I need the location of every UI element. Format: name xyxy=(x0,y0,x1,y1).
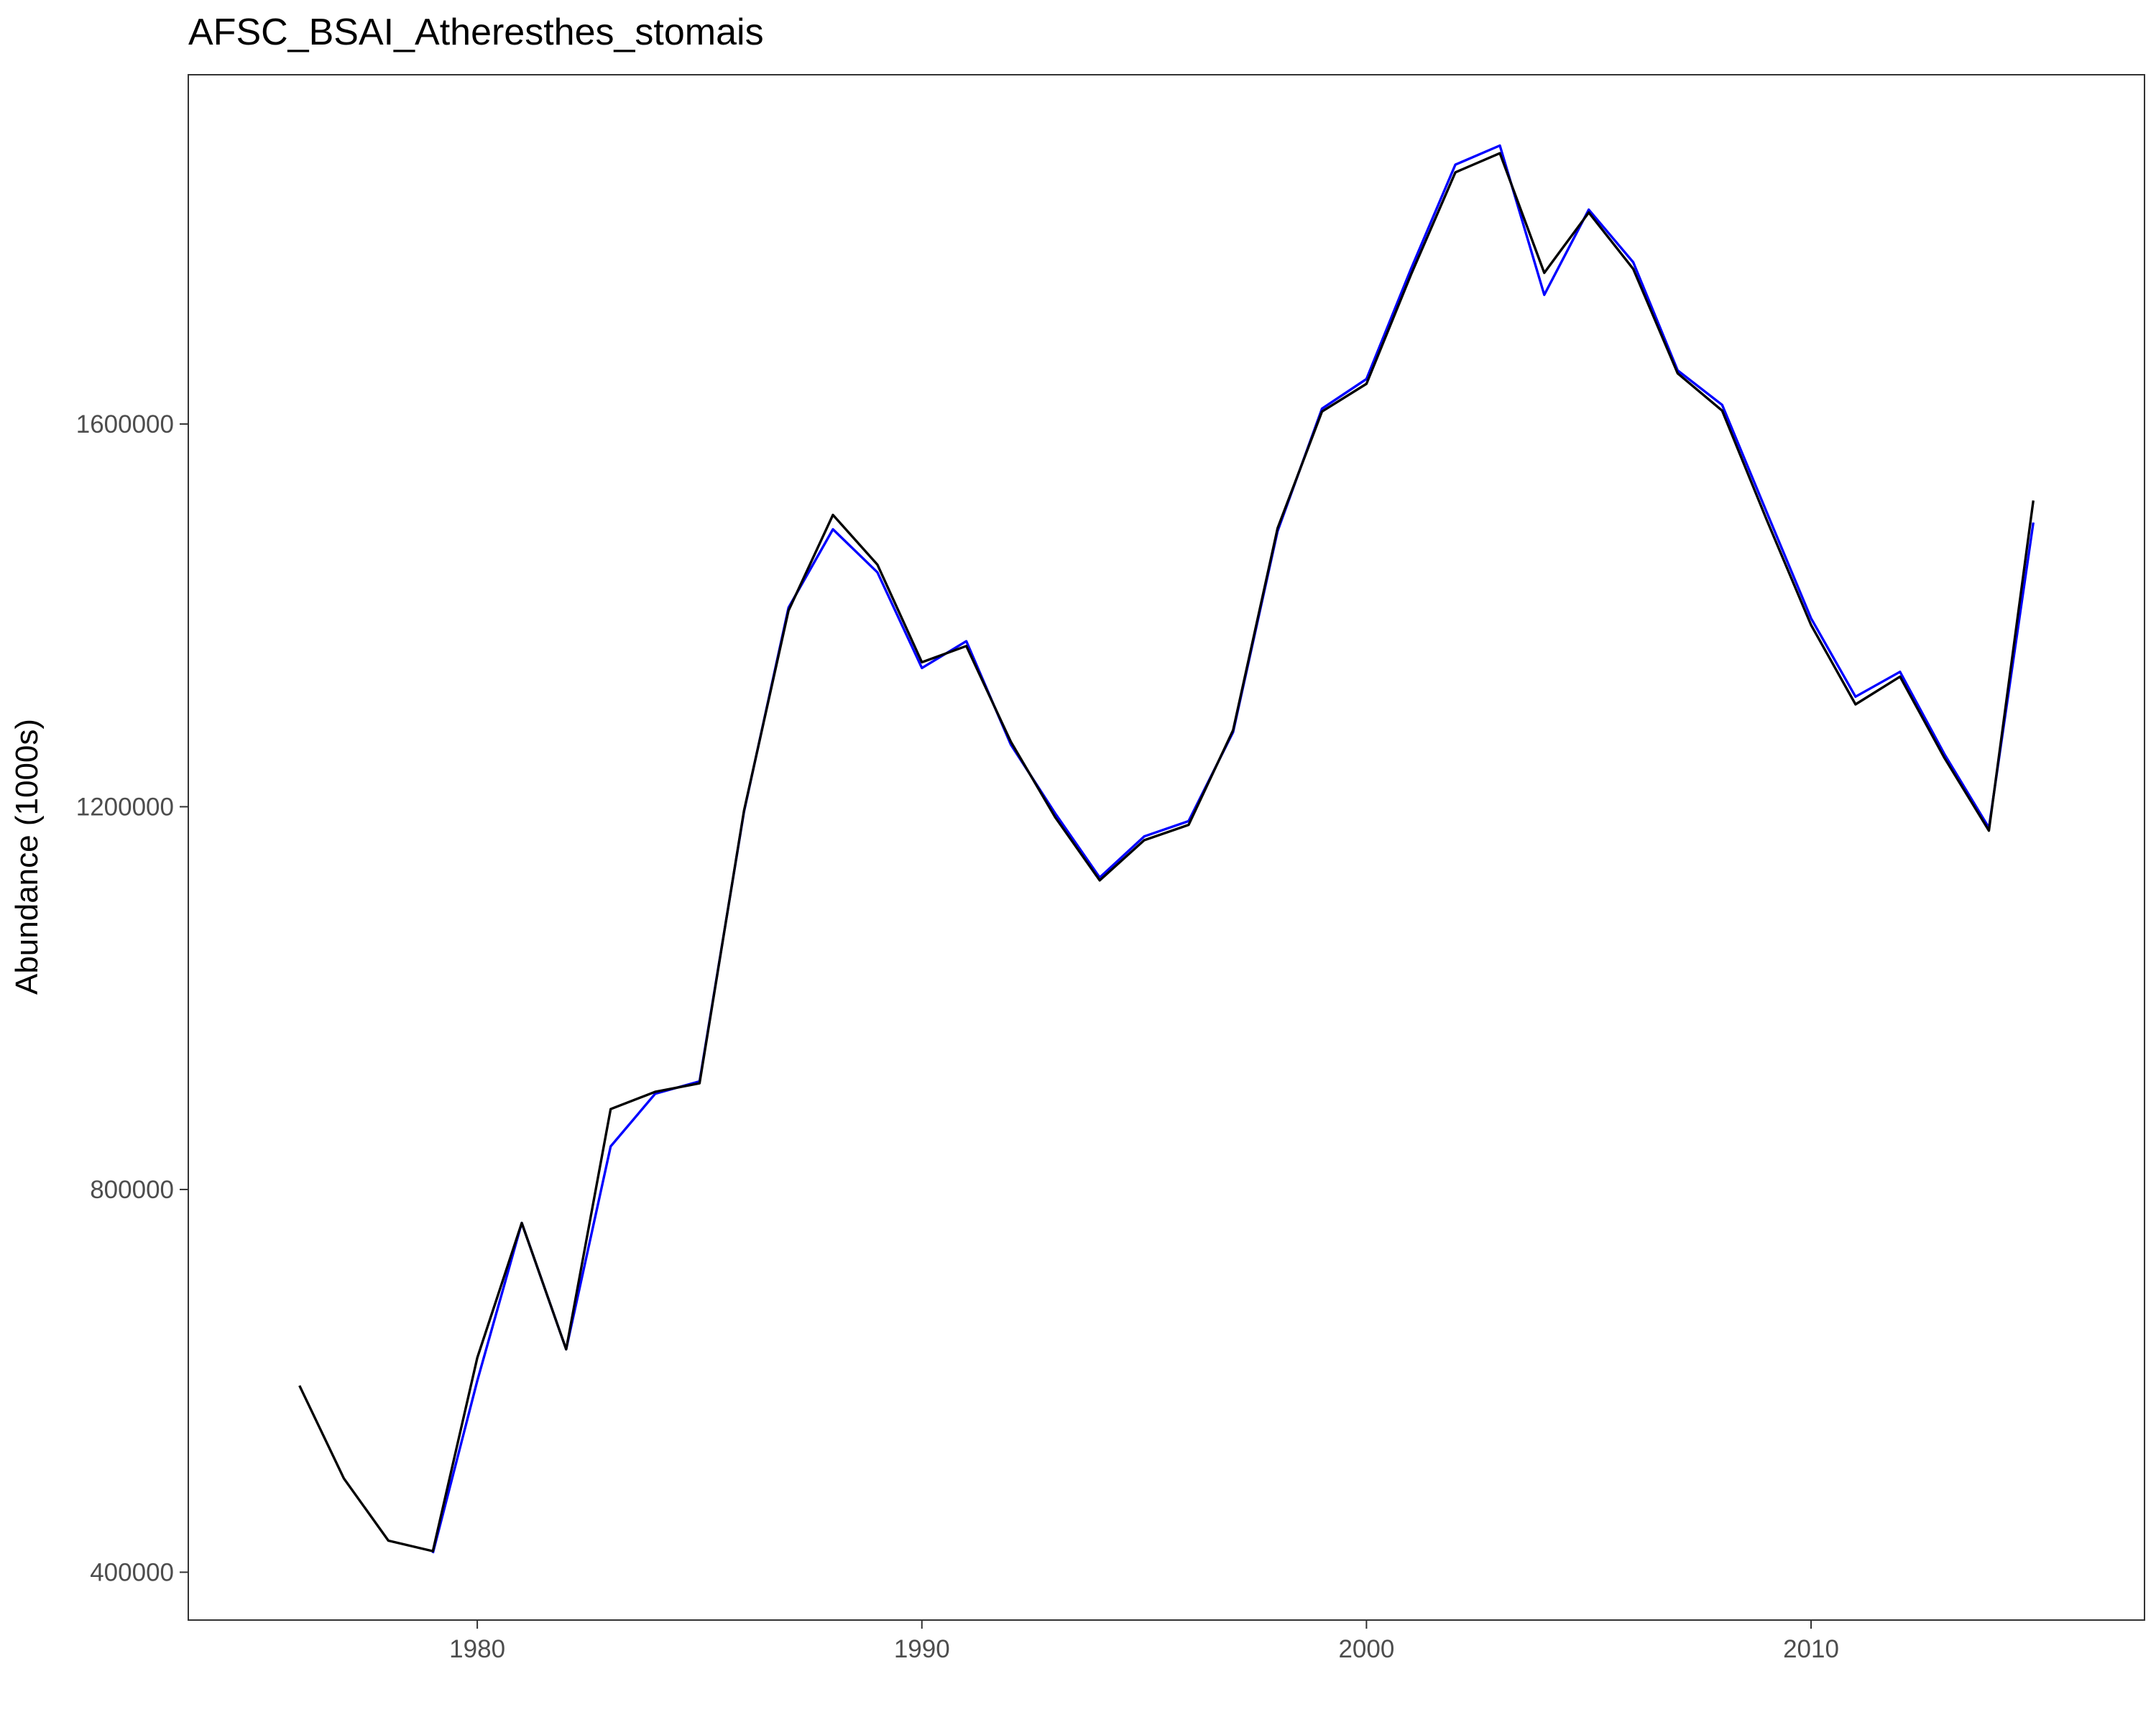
y-tick-label: 800000 xyxy=(90,1176,174,1204)
x-tick-label: 1980 xyxy=(449,1635,505,1663)
x-axis: 1980 1990 2000 2010 xyxy=(449,1620,1839,1663)
plot-panel-border xyxy=(188,74,2145,1621)
y-tick-label: 400000 xyxy=(90,1558,174,1586)
x-tick-label: 1990 xyxy=(894,1635,950,1663)
chart-title: AFSC_BSAI_Atheresthes_stomais xyxy=(188,12,764,53)
y-tick-label: 1200000 xyxy=(76,793,174,821)
y-axis-title: Abundance (1000s) xyxy=(9,719,45,995)
x-tick-label: 2010 xyxy=(1783,1635,1839,1663)
series-line-1 xyxy=(431,144,2035,1554)
y-tick-label: 1600000 xyxy=(76,410,174,438)
x-tick-label: 2000 xyxy=(1338,1635,1394,1663)
y-axis: 400000 800000 1200000 1600000 xyxy=(76,410,188,1586)
series-layer xyxy=(298,144,2035,1554)
series-line-2 xyxy=(298,152,2035,1552)
